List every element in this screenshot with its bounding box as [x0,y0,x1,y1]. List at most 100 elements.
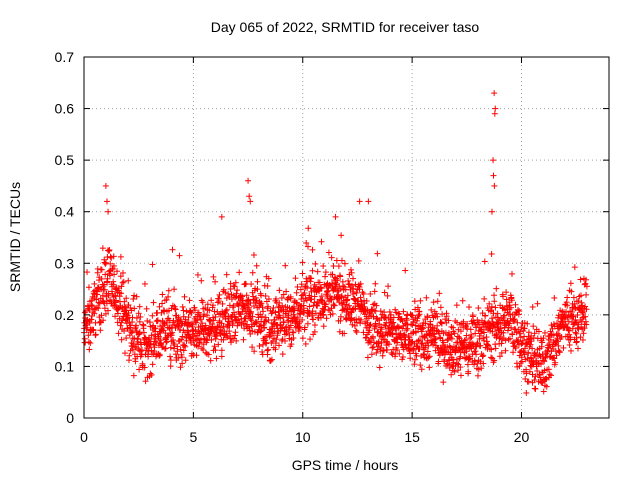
data-point [331,302,338,309]
data-point [249,269,256,276]
y-tick-label: 0.5 [55,152,75,168]
data-point [225,313,232,320]
data-point [521,351,528,358]
data-point [208,336,215,343]
data-point [575,321,582,328]
data-point [545,345,552,352]
data-point [373,322,380,329]
data-point [524,320,531,327]
data-point [89,309,96,316]
data-point [444,343,451,350]
data-point [140,322,147,329]
data-point [488,208,495,215]
data-point [86,346,93,353]
data-point [206,307,213,314]
data-point [540,388,547,395]
data-point [518,354,525,361]
data-point [140,329,147,336]
data-point [265,303,272,310]
data-point [286,331,293,338]
data-point [506,320,513,327]
data-point [84,269,91,276]
data-point [171,286,178,293]
data-point [213,329,220,336]
data-point [369,335,376,342]
data-point [281,337,288,344]
data-point [423,294,430,301]
data-point [102,310,109,317]
data-point [502,347,509,354]
data-point [332,213,339,220]
x-tick-label: 15 [404,429,420,445]
data-point [198,277,205,284]
data-point [301,308,308,315]
data-point [107,260,114,267]
data-point [244,301,251,308]
data-point [231,283,238,290]
data-point [263,339,270,346]
data-point [100,317,107,324]
data-point [167,363,174,370]
data-point [316,279,323,286]
data-point [223,306,230,313]
data-point [119,317,126,324]
data-point [572,319,579,326]
data-point [543,375,550,382]
data-point [382,322,389,329]
data-point [194,317,201,324]
data-point [134,335,141,342]
x-axis-label: GPS time / hours [292,457,399,473]
data-point [480,335,487,342]
data-point [489,328,496,335]
data-point [483,334,490,341]
data-point [216,291,223,298]
data-point [92,331,99,338]
data-point [257,328,264,335]
data-point [299,259,306,266]
data-point [508,324,515,331]
data-point [434,313,441,320]
data-point [338,257,345,264]
data-point [389,320,396,327]
data-point [347,266,354,273]
data-point [133,293,140,300]
data-point [388,349,395,356]
data-point [180,347,187,354]
data-point [367,290,374,297]
data-point [120,278,127,285]
data-point [301,290,308,297]
data-point [143,305,150,312]
data-point [157,351,164,358]
data-points [81,90,590,396]
data-point [144,317,151,324]
data-point [337,317,344,324]
data-point [492,105,499,112]
data-point [277,315,284,322]
data-point [159,300,166,307]
data-point [331,274,338,281]
data-point [301,298,308,305]
data-point [249,328,256,335]
data-point [215,341,222,348]
data-point [416,311,423,318]
data-point [174,348,181,355]
data-point [580,330,587,337]
data-point [536,351,543,358]
data-point [172,306,179,313]
data-point [199,299,206,306]
data-point [431,339,438,346]
data-point [196,339,203,346]
data-point [400,308,407,315]
data-point [454,360,461,367]
data-point [531,377,538,384]
data-point [204,301,211,308]
data-point [374,250,381,257]
data-point [445,317,452,324]
data-point [242,318,249,325]
data-point [133,322,140,329]
data-point [272,346,279,353]
data-point [564,324,571,331]
data-point [99,245,106,252]
data-point [348,269,355,276]
data-point [296,323,303,330]
